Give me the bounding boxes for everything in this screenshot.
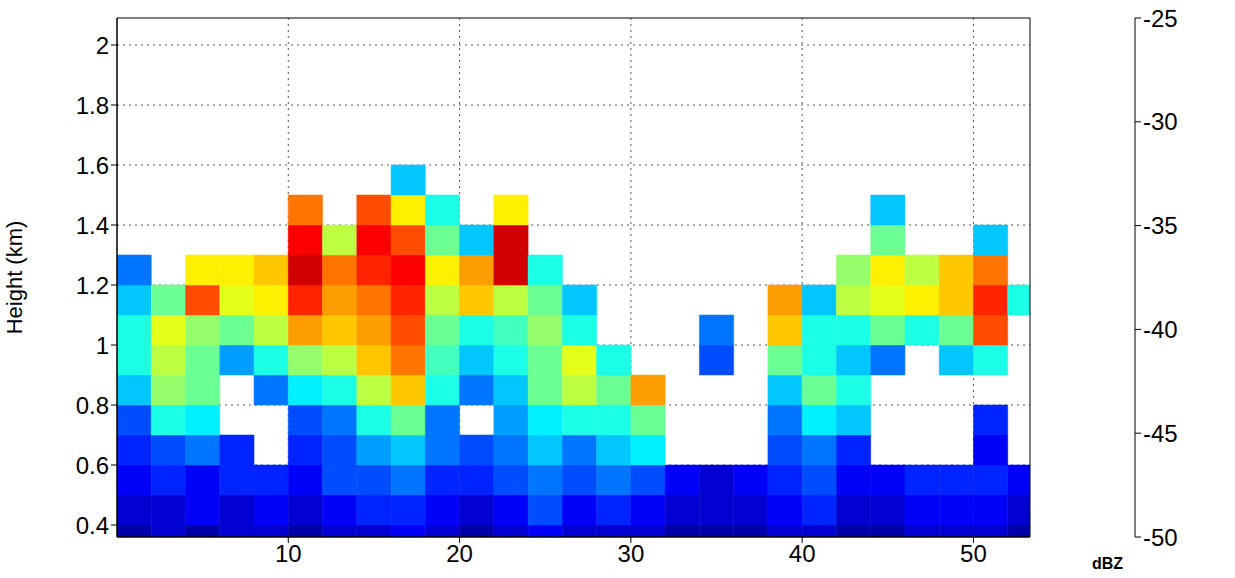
svg-text:1.2: 1.2: [76, 272, 109, 299]
svg-text:-50: -50: [1143, 524, 1178, 551]
svg-text:-30: -30: [1143, 108, 1178, 135]
svg-text:1.4: 1.4: [76, 212, 109, 239]
svg-text:-45: -45: [1143, 420, 1178, 447]
svg-text:0.8: 0.8: [76, 392, 109, 419]
svg-text:2: 2: [96, 32, 109, 59]
svg-text:-25: -25: [1143, 5, 1178, 32]
svg-text:-40: -40: [1143, 316, 1178, 343]
svg-text:1.6: 1.6: [76, 152, 109, 179]
svg-text:-35: -35: [1143, 212, 1178, 239]
svg-text:1: 1: [96, 332, 109, 359]
svg-text:Height (km): Height (km): [2, 221, 27, 335]
svg-text:40: 40: [789, 540, 816, 567]
svg-text:0.6: 0.6: [76, 452, 109, 479]
svg-text:30: 30: [618, 540, 645, 567]
svg-text:0.4: 0.4: [76, 512, 109, 539]
svg-text:1.8: 1.8: [76, 92, 109, 119]
svg-text:dBZ: dBZ: [1092, 555, 1123, 572]
svg-text:20: 20: [446, 540, 473, 567]
svg-text:50: 50: [960, 540, 987, 567]
svg-text:10: 10: [275, 540, 302, 567]
